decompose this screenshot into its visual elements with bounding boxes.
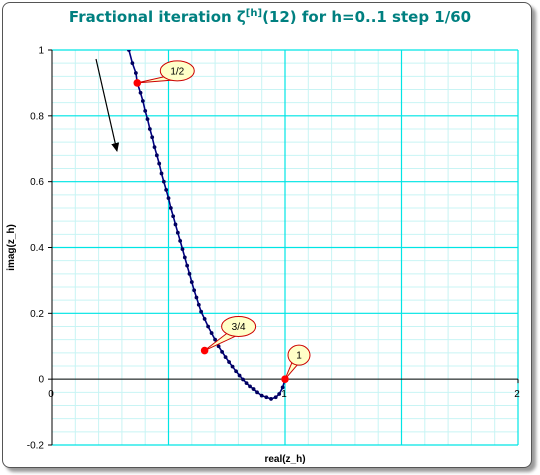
- series-point: [166, 196, 171, 201]
- chart-frame: [2, 2, 532, 468]
- series-point: [255, 390, 259, 395]
- series-point: [280, 385, 285, 390]
- series-point: [126, 50, 131, 52]
- x-tick-label: 1: [281, 389, 287, 400]
- series-point: [152, 145, 157, 150]
- y-axis-label: imag(z_h): [6, 224, 17, 271]
- chart-title-suffix: (12) for h=0..1 step 1/60: [262, 8, 472, 26]
- series-point: [199, 309, 204, 314]
- callout-bubble: [159, 60, 195, 82]
- highlight-point: [281, 375, 289, 383]
- x-tick-label: 2: [514, 389, 520, 400]
- series-point: [196, 302, 201, 307]
- chart-title-prefix: Fractional iteration: [68, 8, 237, 26]
- series-point: [143, 108, 148, 113]
- series-point: [161, 179, 166, 184]
- x-axis-label: real(z_h): [264, 454, 305, 465]
- callout-bubble: [221, 316, 257, 338]
- highlight-point: [200, 346, 209, 355]
- series-point: [230, 364, 235, 369]
- grid-layer: [51, 49, 519, 446]
- series-point: [168, 206, 173, 210]
- series-point: [189, 280, 194, 284]
- series-point: [140, 99, 145, 103]
- series-point: [145, 117, 150, 122]
- series-point: [147, 127, 152, 131]
- highlight-point: [133, 79, 142, 87]
- series-layer: [126, 50, 287, 401]
- series-point: [234, 369, 238, 374]
- series-point: [269, 397, 273, 401]
- y-tick-label: 0.4: [30, 243, 44, 254]
- series-point: [171, 214, 176, 219]
- series-point: [130, 61, 135, 66]
- series-point: [251, 387, 256, 391]
- series-point: [150, 135, 155, 140]
- chart-title: Fractional iteration ζ[h](12) for h=0..1…: [0, 8, 540, 26]
- series-point: [173, 222, 178, 227]
- series-point: [259, 393, 264, 398]
- series-point: [248, 384, 252, 389]
- series-point: [209, 331, 214, 335]
- series-point: [273, 395, 278, 400]
- series-point: [237, 373, 242, 378]
- y-tick-label: 1: [38, 46, 44, 57]
- series-point: [241, 377, 245, 382]
- chart-title-func: ζ: [236, 8, 246, 26]
- callout-label: 1/2: [170, 66, 184, 77]
- series-point: [133, 71, 138, 75]
- series-point: [154, 153, 159, 158]
- series-point: [178, 239, 183, 243]
- series-point: [182, 255, 187, 260]
- series-point: [175, 230, 180, 235]
- y-tick-label: 0.2: [30, 309, 44, 320]
- series-point: [138, 90, 143, 95]
- series-point: [216, 344, 221, 349]
- y-tick-label: -0.2: [27, 441, 45, 452]
- series-point: [223, 355, 228, 360]
- series-point: [206, 324, 211, 329]
- y-tick-label: 0.8: [30, 111, 44, 122]
- series-point: [213, 337, 218, 342]
- series-point: [194, 295, 199, 300]
- x-tick-label: 0: [48, 389, 54, 400]
- y-tick-label: 0.6: [30, 177, 44, 188]
- series-point: [164, 187, 169, 192]
- series-point: [192, 288, 197, 293]
- callout-label: 1: [296, 351, 302, 362]
- series-point: [157, 161, 162, 166]
- series-point: [244, 381, 249, 386]
- series-point: [227, 360, 231, 364]
- series-point: [159, 171, 164, 176]
- series-point: [187, 271, 192, 276]
- y-tick-label: 0: [38, 375, 44, 386]
- direction-arrow: [95, 58, 120, 152]
- series-point: [180, 247, 185, 252]
- callout-bubble: [287, 344, 311, 366]
- series-point: [220, 349, 224, 354]
- chart-title-sup: [h]: [245, 8, 263, 19]
- callout-label: 3/4: [232, 322, 246, 333]
- series-point: [264, 395, 269, 400]
- series-point: [185, 263, 190, 268]
- series-point: [277, 392, 282, 396]
- series-point: [202, 317, 207, 321]
